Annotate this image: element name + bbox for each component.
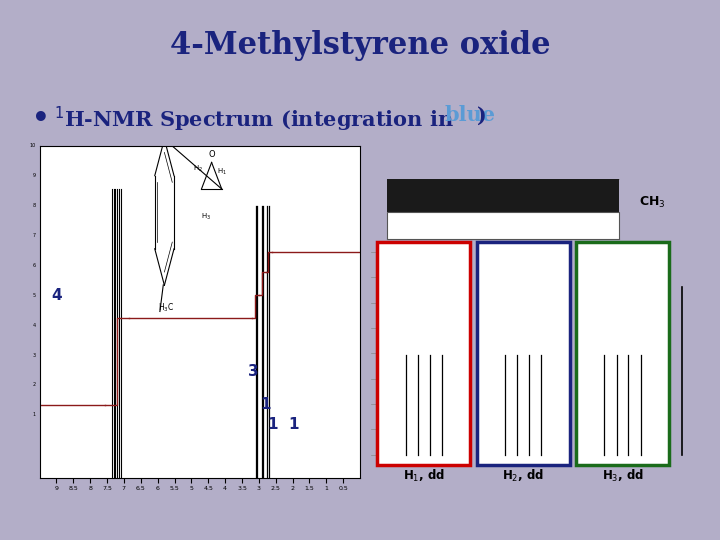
Text: ): ) — [477, 105, 487, 125]
Text: 3.31 Hz: 3.31 Hz — [421, 221, 456, 230]
Text: J$_3$: J$_3$ — [396, 219, 405, 233]
Text: 1: 1 — [260, 397, 271, 413]
Text: H$_3$: H$_3$ — [201, 212, 211, 222]
Text: 2: 2 — [32, 382, 36, 387]
Text: H$_1$: H$_1$ — [217, 167, 227, 178]
Text: •: • — [32, 105, 50, 132]
Text: 6: 6 — [32, 263, 36, 268]
Text: blue: blue — [444, 105, 495, 125]
Text: 4: 4 — [32, 322, 36, 328]
Text: H2-H3: H2-H3 — [523, 191, 557, 201]
Text: $^1$H-NMR Spectrum (integration in: $^1$H-NMR Spectrum (integration in — [54, 105, 454, 134]
Text: H$_2$: H$_2$ — [193, 164, 203, 174]
Text: 7: 7 — [32, 233, 36, 238]
Text: 8: 8 — [32, 203, 36, 208]
Bar — [387, 212, 619, 239]
Text: 5.68  Hz: 5.68 Hz — [522, 221, 559, 230]
Text: 3: 3 — [248, 364, 258, 379]
Bar — [576, 242, 669, 464]
Bar — [377, 242, 470, 464]
Text: 10: 10 — [30, 143, 36, 148]
Text: 4-Methylstyrene oxide: 4-Methylstyrene oxide — [170, 30, 550, 60]
Text: H1-H2: H1-H2 — [421, 191, 455, 201]
Text: 3: 3 — [32, 353, 36, 357]
Text: 4: 4 — [51, 288, 62, 303]
Text: H$_2$, dd: H$_2$, dd — [503, 468, 544, 484]
Bar — [477, 242, 570, 464]
Bar — [387, 179, 619, 212]
Text: 9: 9 — [32, 173, 36, 178]
Text: H1-H3: H1-H3 — [472, 191, 506, 201]
Text: H$_3$, dd: H$_3$, dd — [602, 468, 644, 484]
Text: O: O — [208, 150, 215, 159]
Text: H$_3$C: H$_3$C — [158, 302, 174, 314]
Text: CH$_3$: CH$_3$ — [639, 195, 665, 210]
Text: 1: 1 — [32, 413, 36, 417]
Text: 3.30 Hz: 3.30 Hz — [472, 221, 507, 230]
Text: H$_1$, dd: H$_1$, dd — [403, 468, 445, 484]
Text: 5: 5 — [32, 293, 36, 298]
Text: 1  1: 1 1 — [268, 417, 300, 432]
